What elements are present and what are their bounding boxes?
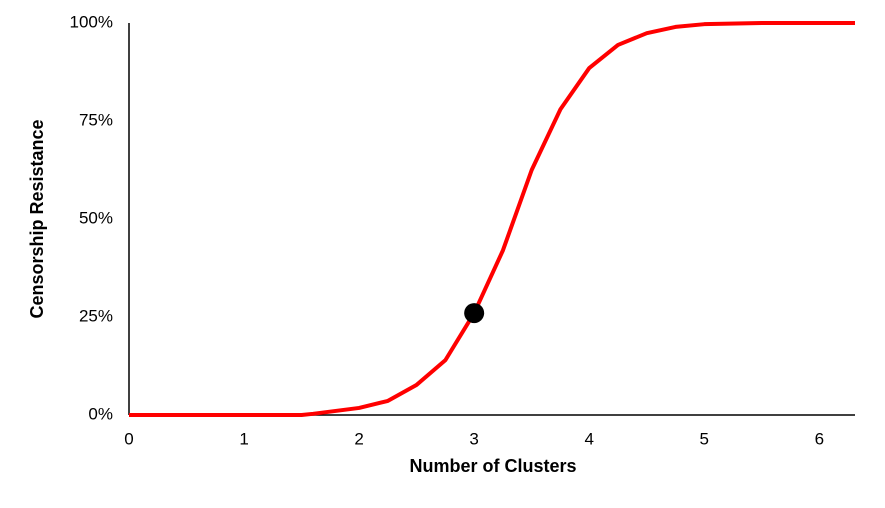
x-tick-label: 5: [700, 429, 709, 448]
x-tick-label: 1: [239, 429, 248, 448]
y-tick-label: 0%: [88, 404, 113, 423]
y-tick-label: 75%: [79, 110, 113, 129]
x-tick-label: 4: [584, 429, 593, 448]
y-tick-label: 50%: [79, 208, 113, 227]
x-axis-title: Number of Clusters: [409, 456, 576, 476]
x-tick-label: 2: [354, 429, 363, 448]
marker-point: [464, 303, 485, 324]
x-tick-label: 3: [469, 429, 478, 448]
x-tick-label: 0: [124, 429, 133, 448]
y-tick-label: 100%: [70, 12, 113, 31]
line: [129, 21, 855, 417]
y-axis-title: Censorship Resistance: [27, 119, 47, 318]
y-tick-label: 25%: [79, 306, 113, 325]
x-tick-label: 6: [815, 429, 824, 448]
